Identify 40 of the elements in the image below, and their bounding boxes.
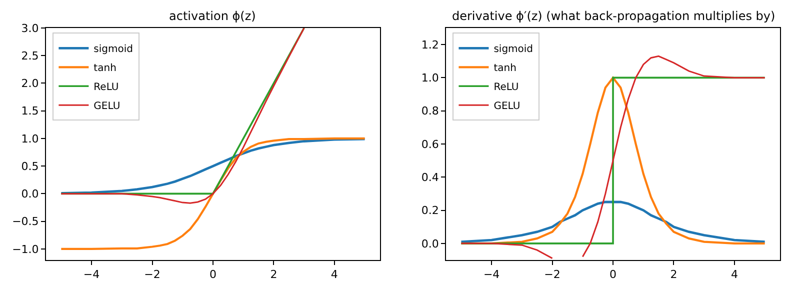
y-tick-label: 0.5 [21, 160, 39, 173]
y-tick-label: 2.5 [21, 49, 39, 62]
legend-label: ReLU [94, 82, 119, 94]
legend-label: GELU [94, 101, 120, 112]
legend-label: tanh [94, 63, 116, 74]
legend-label: GELU [494, 101, 520, 112]
x-tick-label: 4 [330, 268, 338, 282]
chart-title: derivative ϕ′(z) (what back-propagation multiplies by) [452, 9, 776, 23]
y-tick-label: 1.2 [421, 38, 439, 52]
y-tick-label: 1.0 [21, 132, 39, 146]
y-tick-label: 1.5 [21, 104, 39, 118]
y-tick-label: 1.0 [421, 72, 439, 85]
x-tick-label: −2 [144, 268, 160, 282]
y-tick-label: 0.0 [21, 188, 39, 201]
line-series [460, 200, 766, 243]
x-tick-label: 2 [670, 268, 678, 282]
y-tick-label: 3.0 [21, 22, 39, 35]
line-series [60, 138, 366, 194]
x-tick-label: −4 [83, 268, 100, 282]
y-tick-label: 0.4 [421, 170, 439, 184]
y-tick-label: 0.2 [421, 204, 439, 218]
y-tick-label: −1.0 [12, 242, 39, 256]
legend-label: tanh [494, 63, 516, 74]
y-tick-label: 0.6 [421, 138, 439, 151]
y-tick-label: −0.5 [12, 215, 39, 228]
x-tick-label: 0 [610, 268, 617, 282]
y-tick-label: 0.8 [421, 104, 439, 118]
x-tick-label: 4 [730, 268, 738, 282]
x-tick-label: −4 [483, 268, 500, 282]
legend-label: sigmoid [494, 44, 534, 56]
line-series [460, 76, 766, 244]
legend-label: ReLU [494, 82, 519, 94]
y-tick-label: 0.0 [421, 237, 439, 250]
y-tick-label: 2.0 [21, 77, 39, 90]
x-tick-label: 2 [270, 268, 278, 282]
x-tick-label: 0 [209, 268, 216, 282]
legend-label: sigmoid [94, 44, 134, 56]
line-series [60, 137, 366, 250]
chart-title: activation ϕ(z) [169, 9, 256, 23]
x-tick-label: −2 [544, 268, 560, 282]
